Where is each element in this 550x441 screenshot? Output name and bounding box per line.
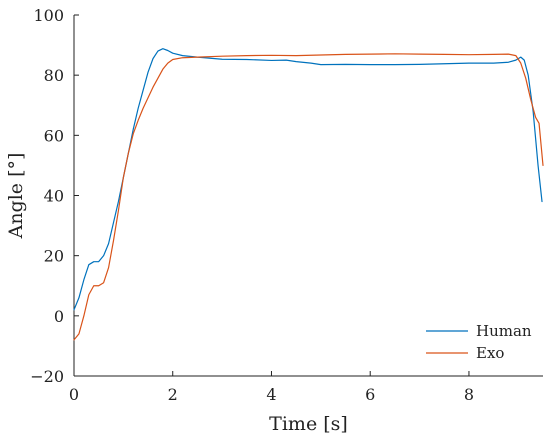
x-tick-label-2: 2 [168, 385, 178, 404]
y-tick-label--20: −20 [30, 367, 64, 386]
ticks: 0 2 4 6 8 −20 0 20 40 60 80 100 [30, 6, 474, 404]
x-axis-title: Time [s] [269, 413, 348, 435]
legend: Human Exo [426, 322, 532, 362]
y-tick-label-40: 40 [44, 187, 64, 206]
x-tick-label-8: 8 [464, 385, 474, 404]
legend-label-exo: Exo [476, 344, 504, 362]
series-line-exo [73, 53, 544, 341]
y-tick-label-100: 100 [33, 6, 64, 25]
y-tick-label-60: 60 [44, 126, 64, 145]
legend-label-human: Human [476, 322, 532, 340]
x-tick-label-0: 0 [69, 385, 79, 404]
y-axis-title: Angle [°] [5, 153, 27, 240]
y-tick-label-0: 0 [54, 307, 64, 326]
x-tick-label-4: 4 [266, 385, 276, 404]
series-lines [73, 48, 544, 341]
y-tick-label-20: 20 [44, 247, 64, 266]
y-tick-label-80: 80 [44, 66, 64, 85]
x-tick-label-6: 6 [365, 385, 375, 404]
